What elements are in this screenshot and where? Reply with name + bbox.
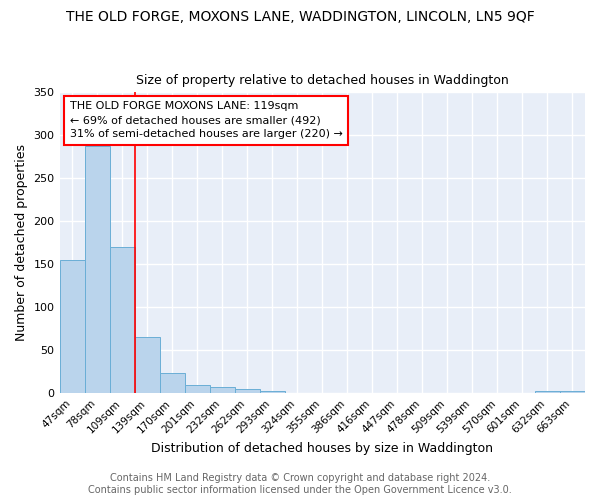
Bar xyxy=(209,388,235,394)
X-axis label: Distribution of detached houses by size in Waddington: Distribution of detached houses by size … xyxy=(151,442,493,455)
Bar xyxy=(185,384,209,394)
Text: THE OLD FORGE, MOXONS LANE, WADDINGTON, LINCOLN, LN5 9QF: THE OLD FORGE, MOXONS LANE, WADDINGTON, … xyxy=(65,10,535,24)
Bar xyxy=(260,391,285,394)
Bar xyxy=(160,372,185,394)
Title: Size of property relative to detached houses in Waddington: Size of property relative to detached ho… xyxy=(136,74,509,87)
Y-axis label: Number of detached properties: Number of detached properties xyxy=(15,144,28,342)
Bar xyxy=(110,247,134,394)
Text: THE OLD FORGE MOXONS LANE: 119sqm
← 69% of detached houses are smaller (492)
31%: THE OLD FORGE MOXONS LANE: 119sqm ← 69% … xyxy=(70,102,343,140)
Bar xyxy=(85,146,110,394)
Bar xyxy=(59,260,85,394)
Bar xyxy=(134,338,160,394)
Bar xyxy=(235,389,260,394)
Bar xyxy=(560,391,585,394)
Text: Contains HM Land Registry data © Crown copyright and database right 2024.
Contai: Contains HM Land Registry data © Crown c… xyxy=(88,474,512,495)
Bar xyxy=(535,391,560,394)
